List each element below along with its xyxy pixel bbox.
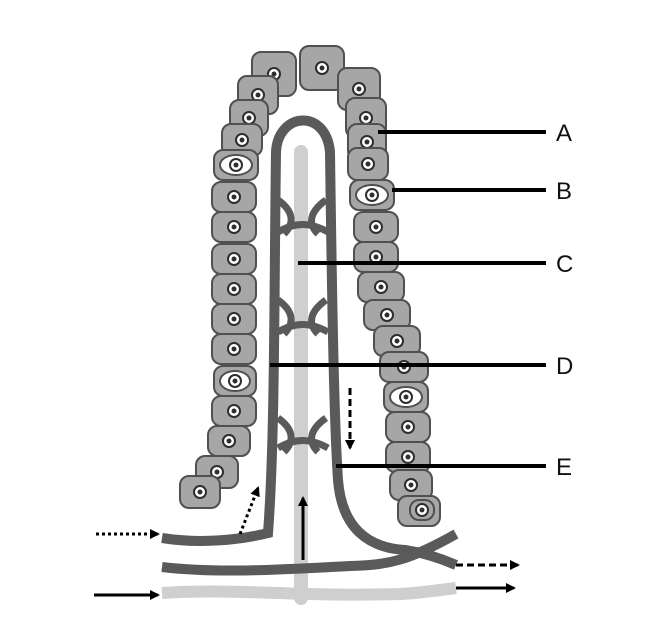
label-e: E <box>556 454 572 481</box>
epithelial-cell <box>353 211 399 243</box>
epithelial-cell <box>211 243 257 275</box>
label-a: A <box>556 120 572 147</box>
epithelial-cell <box>299 45 345 91</box>
epithelial-cell <box>347 147 389 181</box>
epithelial-cell <box>385 411 431 443</box>
epithelial-cell <box>179 475 221 509</box>
label-d: D <box>556 353 573 380</box>
epithelial-cell <box>389 469 433 501</box>
epithelial-cell <box>363 299 411 331</box>
lymph-vessel-lower <box>161 582 457 601</box>
epithelial-cell <box>357 271 405 303</box>
goblet-cell <box>213 365 257 397</box>
epithelial-cell <box>211 333 257 365</box>
goblet-cell <box>349 179 395 211</box>
flow-arrows <box>94 388 520 600</box>
epithelial-cell <box>211 395 257 427</box>
capillary-loop <box>161 115 459 570</box>
blood-vessel-base <box>161 529 459 576</box>
capillary-cross-links <box>275 197 330 455</box>
epithelial-cell <box>211 181 257 213</box>
epithelial-cell <box>211 303 257 335</box>
epithelial-cell <box>211 211 257 243</box>
goblet-cell <box>213 149 259 181</box>
goblet-cell <box>383 381 429 413</box>
leader-lines <box>270 130 546 468</box>
epithelial-cell <box>211 273 257 305</box>
label-c: C <box>556 251 573 278</box>
epithelial-cell <box>353 241 399 273</box>
epithelial-cell <box>207 425 251 457</box>
label-b: B <box>556 178 572 205</box>
epithelial-cell <box>409 499 435 521</box>
dotted-arrow-diagonal-icon <box>238 486 260 535</box>
